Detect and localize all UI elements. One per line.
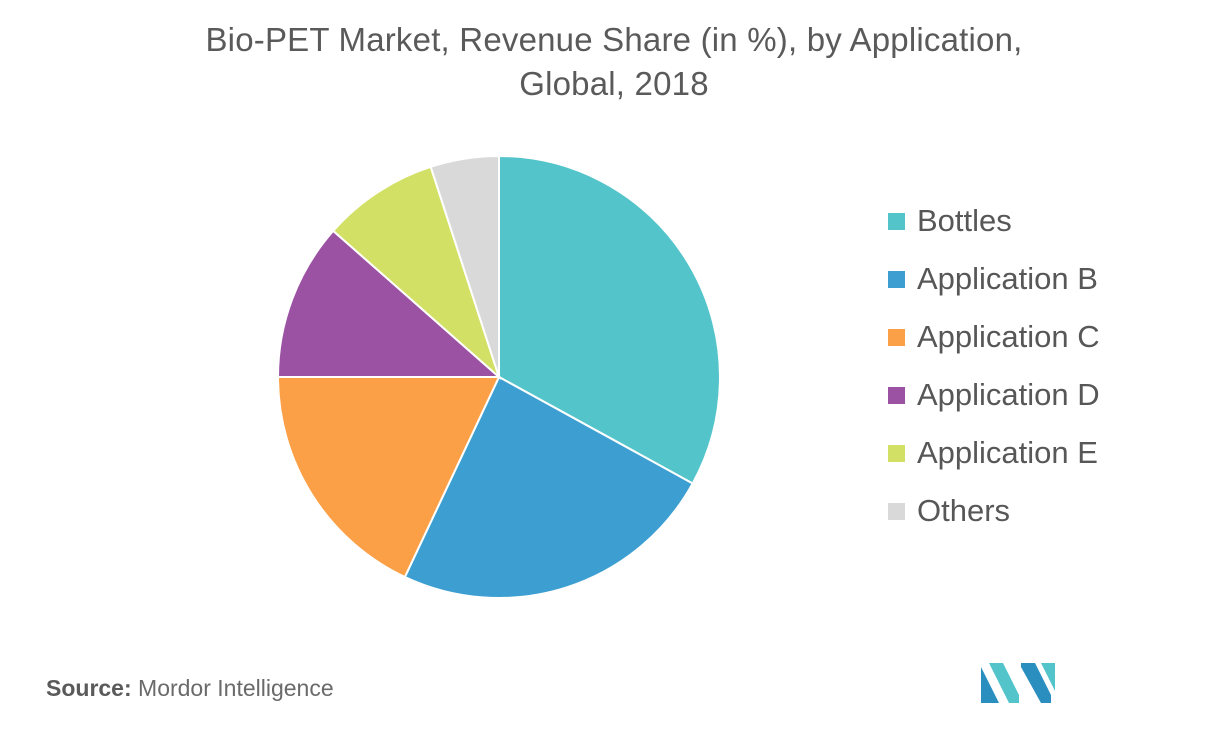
legend-label: Application E xyxy=(917,435,1098,470)
logo-shape-mid-right xyxy=(1021,663,1051,703)
legend-swatch xyxy=(888,386,905,404)
legend-swatch xyxy=(888,444,905,462)
mordor-intelligence-logo xyxy=(981,663,1055,703)
pie-slice-application-b xyxy=(403,375,695,599)
legend-item-application-c: Application C xyxy=(888,308,1100,366)
source-note: Source: Mordor Intelligence xyxy=(46,675,334,702)
legend-label: Others xyxy=(917,493,1011,528)
pie-slice-application-e xyxy=(331,165,502,381)
chart-title-line-2: Global, 2018 xyxy=(519,65,709,102)
pie-slice-application-c xyxy=(276,376,501,579)
pie-slice-application-d xyxy=(276,229,502,378)
source-label: Source: xyxy=(46,675,132,701)
legend-item-application-e: Application E xyxy=(888,424,1100,482)
source-text: Mordor Intelligence xyxy=(138,675,334,701)
legend-swatch xyxy=(888,502,905,520)
legend-label: Application B xyxy=(917,261,1098,296)
pie-slice-bottles xyxy=(498,154,721,485)
legend-item-application-b: Application B xyxy=(888,250,1100,308)
legend-swatch xyxy=(888,270,905,288)
logo-shape-right xyxy=(1041,663,1055,691)
legend-label: Application C xyxy=(917,319,1100,354)
chart-title: Bio-PET Market, Revenue Share (in %), by… xyxy=(0,18,1228,106)
legend-swatch xyxy=(888,212,905,230)
legend-item-application-d: Application D xyxy=(888,366,1100,424)
logo-shape-mid-left xyxy=(989,663,1019,703)
legend-swatch xyxy=(888,328,905,346)
legend-label: Bottles xyxy=(917,203,1012,238)
chart-legend: Bottles Application B Application C Appl… xyxy=(888,192,1100,540)
chart-title-line-1: Bio-PET Market, Revenue Share (in %), by… xyxy=(205,21,1023,58)
legend-label: Application D xyxy=(917,377,1100,412)
legend-item-others: Others xyxy=(888,482,1100,540)
pie-slice-others xyxy=(429,154,500,378)
legend-item-bottles: Bottles xyxy=(888,192,1100,250)
logo-shape-left xyxy=(981,667,999,703)
